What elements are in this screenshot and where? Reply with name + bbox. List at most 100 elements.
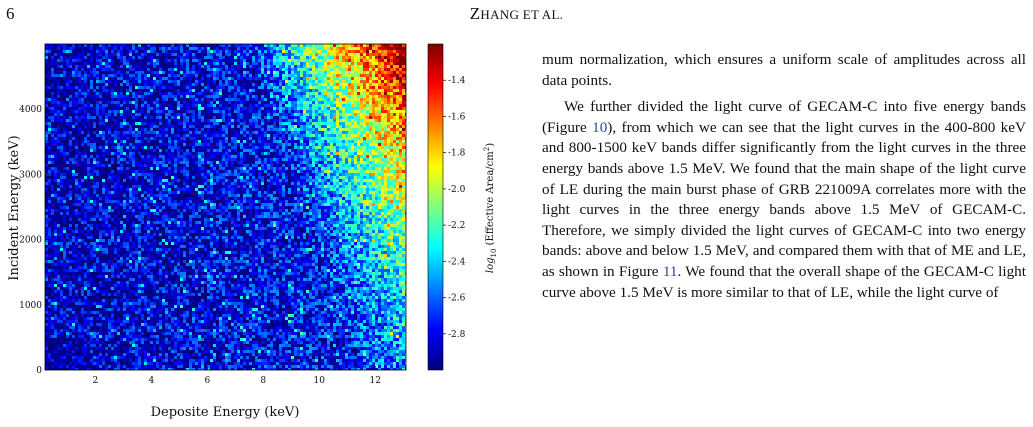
heatmap-cell — [399, 104, 403, 108]
heatmap-cell — [96, 68, 100, 72]
heatmap-cell — [399, 155, 403, 159]
heatmap-cell — [144, 116, 148, 120]
heatmap-cell — [237, 71, 241, 75]
heatmap-cell — [213, 74, 217, 78]
heatmap-cell — [141, 134, 145, 138]
heatmap-cell — [180, 74, 184, 78]
heatmap-cell — [168, 95, 172, 99]
heatmap-cell — [84, 137, 88, 141]
heatmap-cell — [207, 56, 211, 60]
heatmap-cell — [342, 68, 346, 72]
heatmap-cell — [78, 119, 82, 123]
heatmap-cell — [267, 68, 271, 72]
heatmap-cell — [276, 149, 280, 153]
heatmap-cell — [180, 92, 184, 96]
heatmap-cell — [51, 62, 55, 66]
heatmap-cell — [51, 125, 55, 129]
heatmap-cell — [270, 164, 274, 168]
heatmap-cell — [147, 140, 151, 144]
heatmap-cell — [150, 113, 154, 117]
heatmap-cell — [399, 140, 403, 144]
heatmap-cell — [264, 86, 268, 90]
heatmap-cell — [150, 155, 154, 159]
heatmap-cell — [309, 143, 313, 147]
heatmap-cell — [264, 140, 268, 144]
heatmap-cell — [60, 116, 64, 120]
heatmap-cell — [294, 110, 298, 114]
heatmap-cell — [66, 65, 70, 69]
heatmap-cell — [192, 68, 196, 72]
heatmap-cell — [369, 143, 373, 147]
heatmap-cell — [210, 98, 214, 102]
heatmap-cell — [183, 143, 187, 147]
heatmap-cell — [60, 146, 64, 150]
heatmap-cell — [114, 44, 118, 48]
heatmap-cell — [324, 53, 328, 57]
heatmap-cell — [336, 152, 340, 156]
heatmap-cell — [150, 110, 154, 114]
heatmap-cell — [81, 110, 85, 114]
heatmap-cell — [231, 158, 235, 162]
heatmap-cell — [333, 92, 337, 96]
heatmap-cell — [351, 68, 355, 72]
heatmap-cell — [75, 140, 79, 144]
heatmap-cell — [102, 107, 106, 111]
heatmap-cell — [327, 110, 331, 114]
heatmap-cell — [288, 125, 292, 129]
heatmap-cell — [120, 131, 124, 135]
heatmap-cell — [300, 131, 304, 135]
heatmap-cell — [270, 50, 274, 54]
heatmap-cell — [264, 71, 268, 75]
heatmap-cell — [402, 77, 406, 81]
heatmap-cell — [219, 56, 223, 60]
heatmap-cell — [402, 104, 406, 108]
heatmap-cell — [345, 161, 349, 165]
heatmap-cell — [87, 71, 91, 75]
heatmap-cell — [351, 98, 355, 102]
heatmap-cell — [189, 131, 193, 135]
heatmap-cell — [333, 107, 337, 111]
heatmap-cell — [114, 62, 118, 66]
heatmap-cell — [315, 146, 319, 150]
heatmap-cell — [84, 116, 88, 120]
heatmap-cell — [390, 140, 394, 144]
heatmap-cell — [192, 113, 196, 117]
heatmap-cell — [138, 47, 142, 51]
heatmap-cell — [306, 122, 310, 126]
heatmap-cell — [381, 71, 385, 75]
heatmap-cell — [225, 122, 229, 126]
heatmap-cell — [240, 101, 244, 105]
heatmap-cell — [144, 77, 148, 81]
heatmap-cell — [111, 89, 115, 93]
heatmap-cell — [357, 95, 361, 99]
heatmap-cell — [111, 122, 115, 126]
heatmap-cell — [168, 59, 172, 63]
heatmap-cell — [162, 95, 166, 99]
heatmap-cell — [183, 47, 187, 51]
heatmap-cell — [99, 110, 103, 114]
heatmap-cell — [144, 59, 148, 63]
heatmap-cell — [93, 53, 97, 57]
heatmap-cell — [324, 89, 328, 93]
heatmap-cell — [324, 143, 328, 147]
heatmap-cell — [351, 47, 355, 51]
heatmap-cell — [369, 101, 373, 105]
heatmap-cell — [240, 98, 244, 102]
heatmap-cell — [216, 89, 220, 93]
heatmap-cell — [210, 92, 214, 96]
heatmap-cell — [66, 92, 70, 96]
heatmap-cell — [363, 47, 367, 51]
heatmap-cell — [213, 152, 217, 156]
heatmap-cell — [114, 140, 118, 144]
heatmap-cell — [93, 119, 97, 123]
heatmap-cell — [381, 74, 385, 78]
heatmap-cell — [300, 104, 304, 108]
heatmap-cell — [177, 86, 181, 90]
heatmap-cell — [117, 44, 121, 48]
heatmap-cell — [405, 53, 406, 57]
heatmap-cell — [369, 137, 373, 141]
heatmap-cell — [99, 56, 103, 60]
heatmap-cell — [126, 164, 130, 168]
heatmap-cell — [108, 119, 112, 123]
heatmap-cell — [186, 116, 190, 120]
